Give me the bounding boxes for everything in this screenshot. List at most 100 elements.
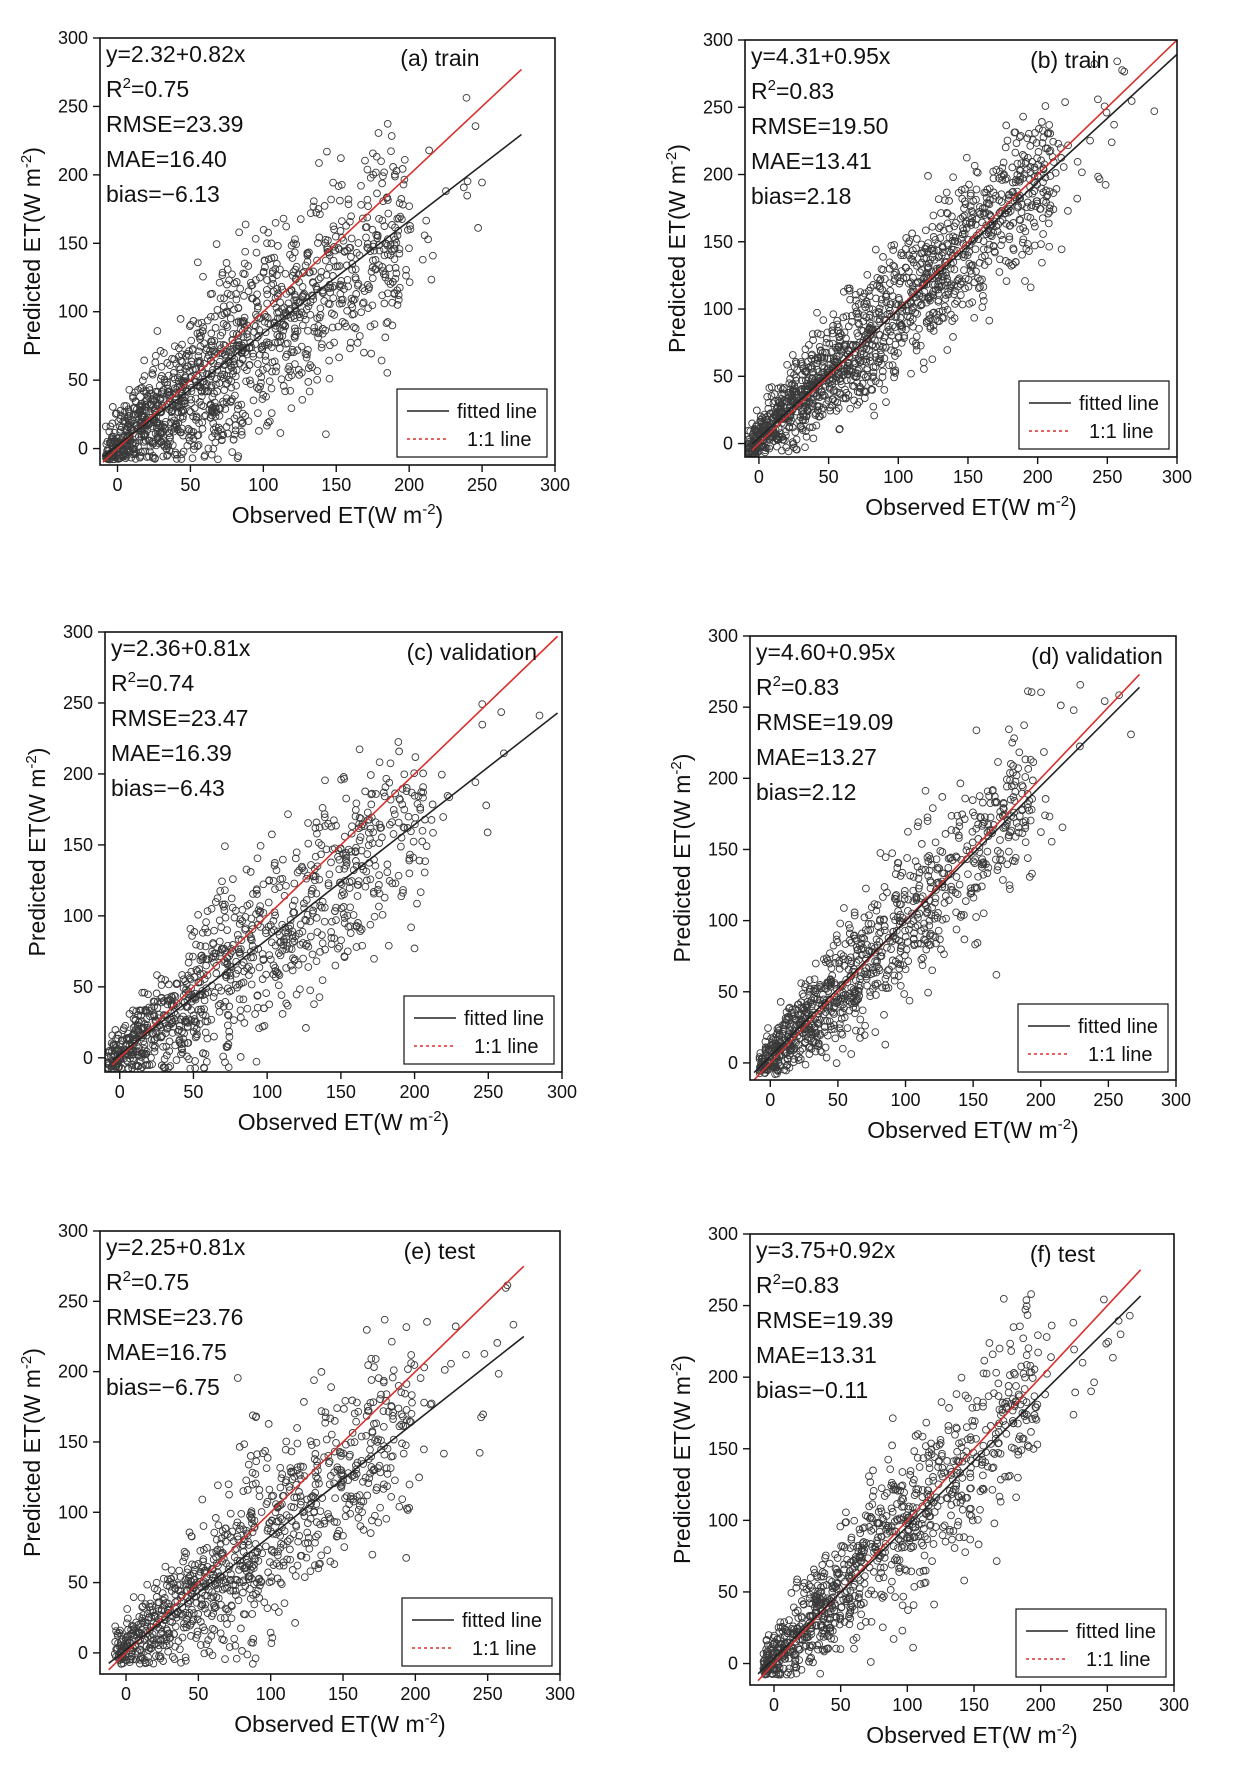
data-point (294, 366, 303, 374)
y-tick-label: 250 (58, 96, 88, 116)
data-point (1013, 159, 1022, 168)
data-point (997, 190, 1006, 199)
data-point (996, 855, 1004, 864)
data-point (394, 738, 403, 746)
data-point (218, 431, 227, 440)
data-point (342, 794, 351, 803)
data-point (911, 857, 920, 866)
data-point (297, 342, 306, 351)
data-point (105, 1046, 114, 1055)
data-point (940, 950, 948, 959)
data-point (194, 319, 203, 328)
data-point (1041, 144, 1050, 153)
data-point (260, 317, 269, 326)
data-point (112, 409, 121, 418)
data-point (875, 379, 884, 388)
data-point (337, 904, 346, 913)
data-point (298, 269, 307, 277)
data-point (194, 910, 202, 919)
data-point (378, 263, 387, 271)
data-point (478, 720, 487, 729)
data-point (304, 302, 313, 311)
data-point (873, 901, 882, 909)
data-point (876, 915, 884, 924)
y-tick-label: 150 (63, 835, 93, 855)
data-point (892, 891, 901, 899)
data-point (360, 348, 368, 357)
data-point (321, 776, 329, 785)
data-point (1032, 139, 1041, 147)
data-point (952, 925, 961, 934)
data-point (854, 995, 863, 1004)
data-point (1035, 125, 1043, 133)
data-point (808, 399, 817, 408)
data-point (384, 277, 393, 286)
data-point (879, 253, 887, 261)
data-point (418, 826, 427, 835)
data-point (380, 168, 388, 177)
data-point (221, 341, 230, 350)
data-point (373, 885, 382, 894)
data-point (760, 419, 768, 428)
data-point (391, 789, 399, 798)
data-point (276, 265, 284, 274)
data-point (1015, 133, 1024, 141)
data-point (897, 900, 905, 909)
scatter-panel-b: 0 50 100 150 200 250 300050100150200250300Obse… (663, 30, 1192, 520)
data-point (981, 813, 989, 821)
data-point (306, 917, 314, 926)
data-point (261, 263, 269, 271)
data-point (230, 305, 238, 314)
data-point (941, 830, 950, 838)
data-point (920, 919, 929, 928)
data-point (921, 929, 930, 937)
data-point (166, 996, 175, 1004)
data-point (276, 938, 284, 947)
data-point (924, 988, 932, 997)
data-point (225, 1002, 234, 1011)
data-point (362, 233, 370, 242)
data-point (483, 828, 492, 837)
data-point (789, 1021, 798, 1029)
data-point (954, 188, 963, 197)
data-point (984, 199, 993, 208)
data-point (890, 241, 899, 249)
data-point (1045, 121, 1054, 129)
data-point (272, 362, 281, 371)
data-point (923, 263, 932, 272)
data-point (537, 632, 540, 633)
data-point (246, 935, 255, 943)
data-point (801, 983, 809, 991)
data-point (200, 412, 209, 421)
data-point (947, 882, 955, 891)
data-point (348, 260, 357, 268)
data-point (226, 975, 235, 984)
data-point (320, 297, 329, 305)
data-point (228, 270, 236, 279)
data-point (1021, 838, 1030, 847)
data-point (324, 881, 333, 890)
data-point (870, 948, 879, 957)
data-point (986, 813, 995, 822)
data-point (357, 846, 366, 855)
data-point (902, 325, 910, 334)
data-point (978, 218, 986, 227)
x-axis-title: Observed ET(W m-2) (865, 493, 1076, 520)
data-point (347, 829, 356, 838)
data-point (904, 895, 913, 904)
data-point (929, 211, 938, 220)
data-point (244, 287, 253, 296)
data-point (304, 378, 313, 386)
data-point (143, 1061, 152, 1069)
data-point (256, 902, 264, 910)
data-point (419, 769, 427, 778)
data-point (298, 862, 306, 871)
data-point (212, 423, 220, 432)
data-point (1003, 136, 1012, 145)
data-point (463, 191, 472, 200)
data-point (419, 783, 427, 791)
data-point (221, 997, 230, 1006)
data-point (370, 954, 378, 963)
data-point (1024, 800, 1032, 809)
bias-stat: bias=2.18 (751, 183, 851, 209)
